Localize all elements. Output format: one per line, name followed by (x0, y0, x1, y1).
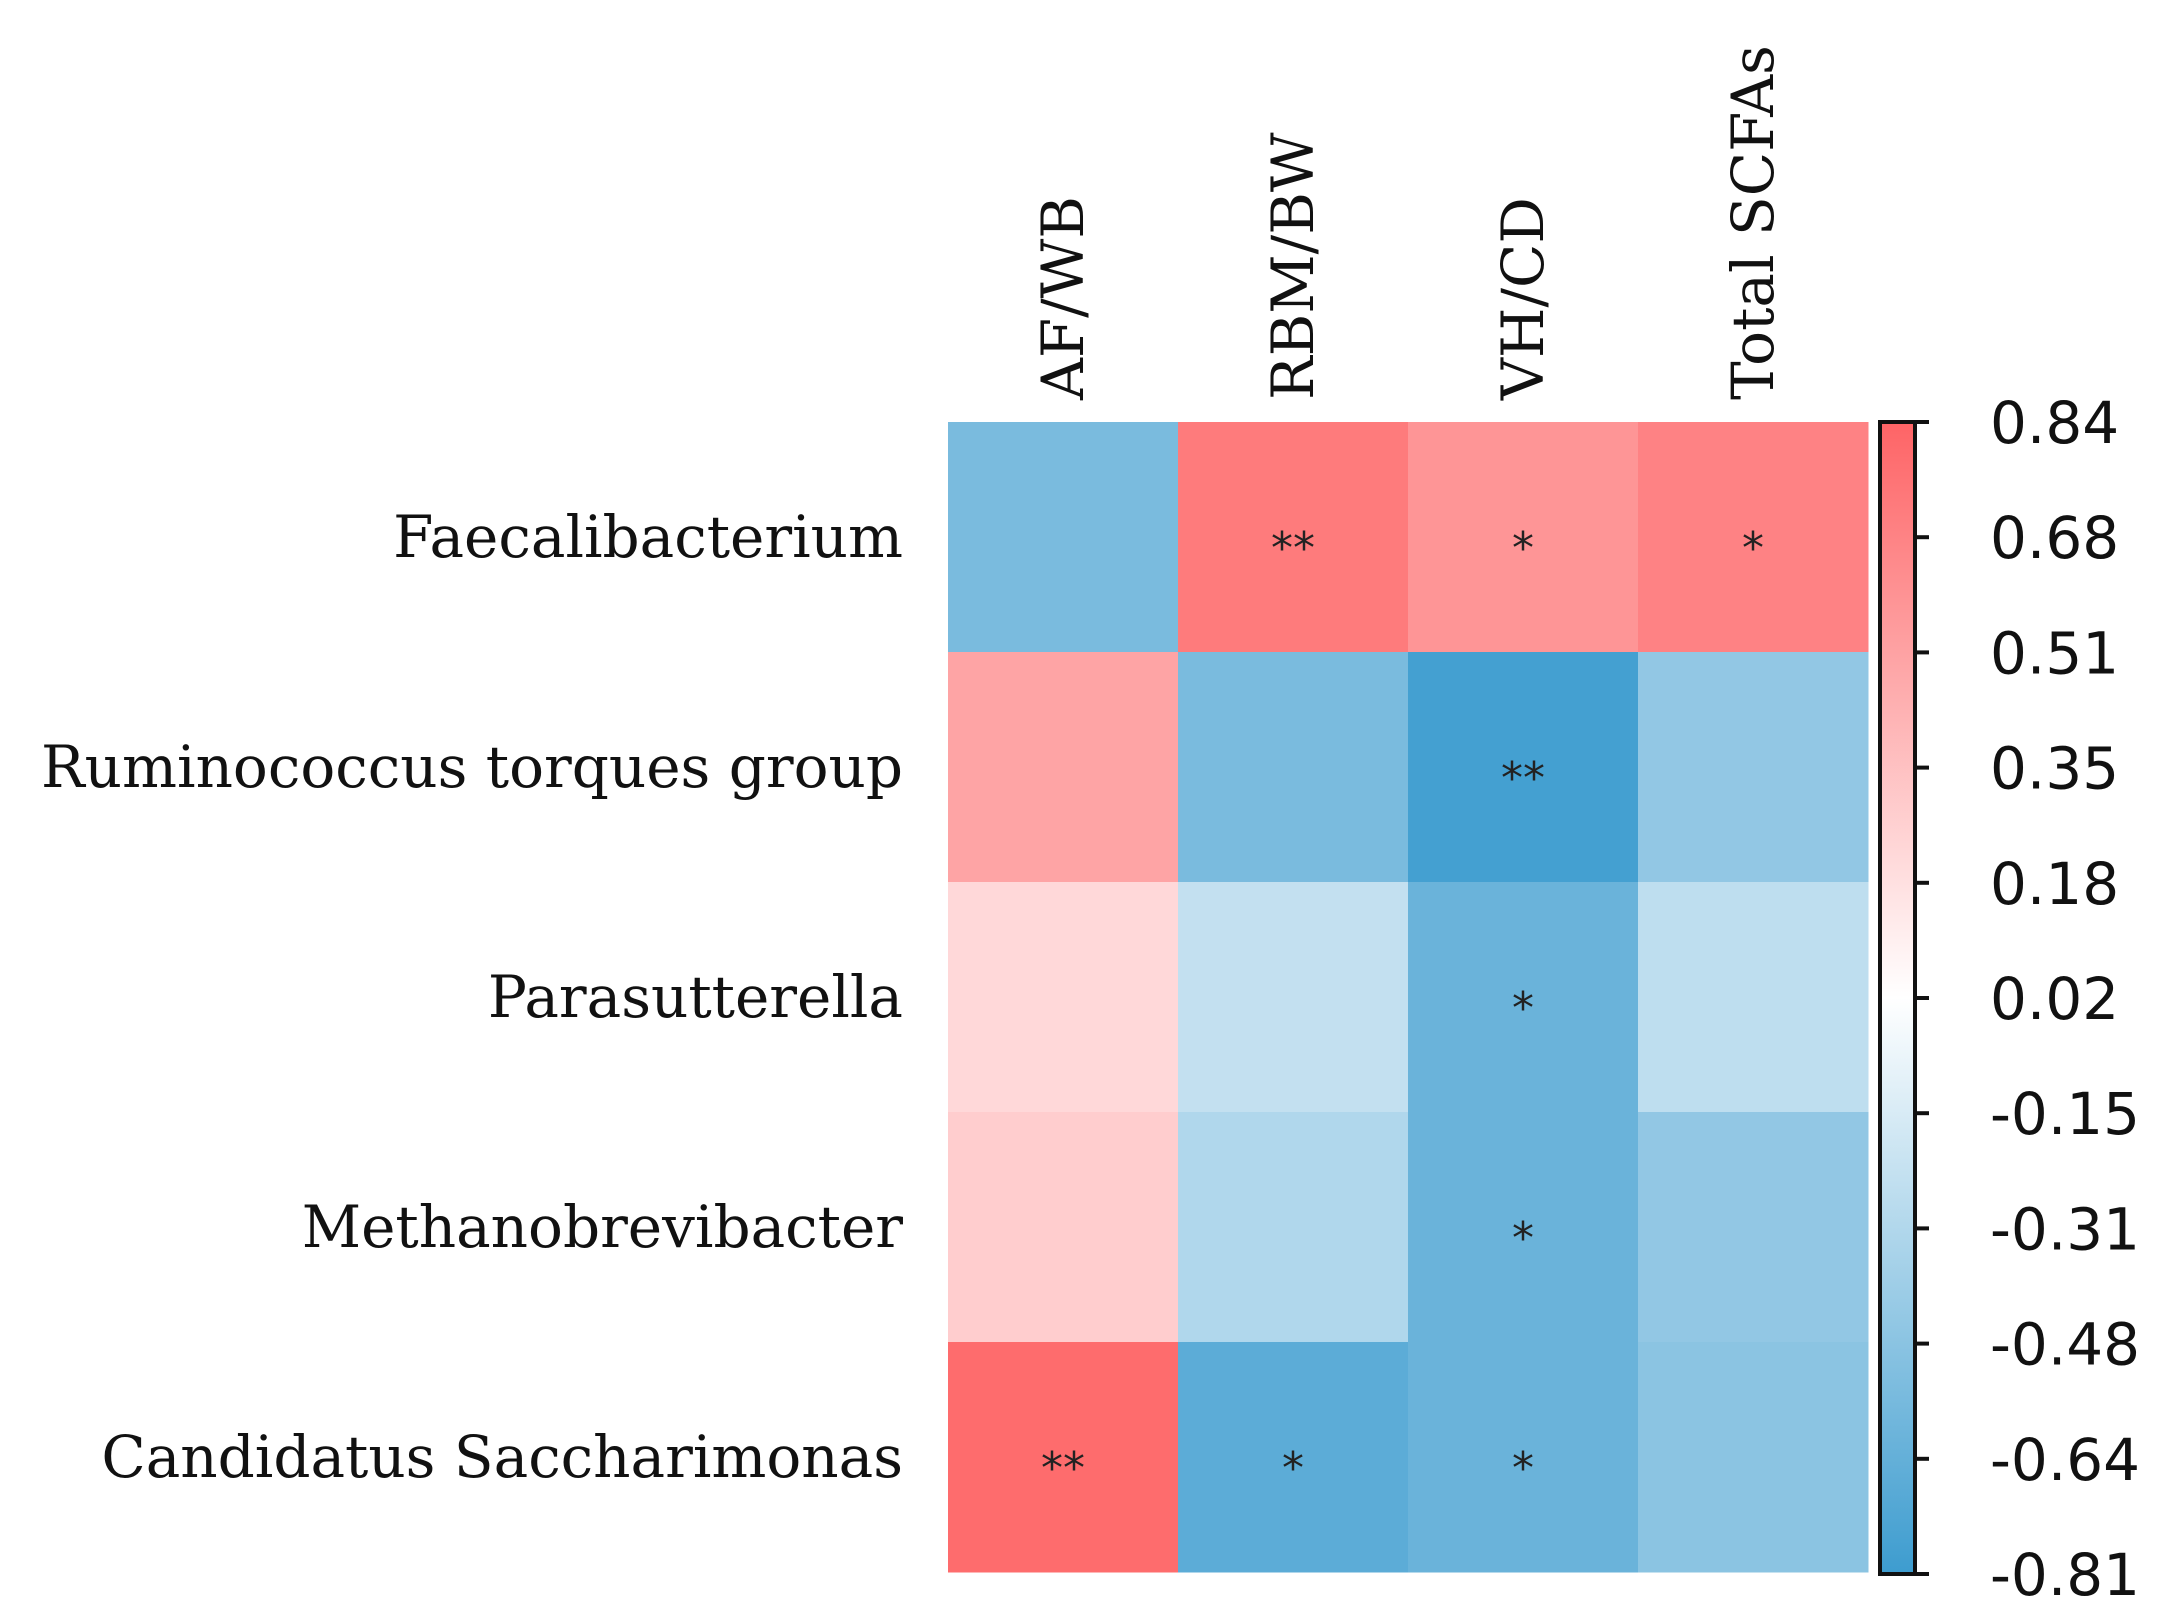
heatmap-cell (1408, 1112, 1639, 1343)
heatmap-cell (1408, 882, 1639, 1113)
colorbar-tick-label: -0.15 (1990, 1080, 2140, 1148)
row-label: Candidatus Saccharimonas (101, 1423, 903, 1491)
significance-marker: * (1512, 983, 1534, 1034)
colorbar-tick-label: -0.48 (1990, 1311, 2140, 1379)
heatmap-cell (1638, 1112, 1869, 1343)
heatmap-cell (1408, 422, 1639, 653)
row-label: Methanobrevibacter (302, 1193, 904, 1261)
significance-marker: * (1282, 1443, 1304, 1494)
row-labels: Faecalibacterium Ruminococcus torques gro… (41, 503, 903, 1491)
colorbar-tick-label: 0.84 (1990, 389, 2119, 457)
heatmap-cell (1638, 422, 1869, 653)
heatmap-cell (948, 1342, 1179, 1573)
heatmap-cell (1178, 1112, 1409, 1343)
colorbar-tick-label: 0.02 (1990, 965, 2119, 1033)
column-label: VH/CD (1489, 197, 1557, 401)
significance-marker: * (1512, 523, 1534, 574)
heatmap-cell (1408, 1342, 1639, 1573)
colorbar-tick-label: -0.81 (1990, 1541, 2140, 1609)
row-label: Faecalibacterium (393, 503, 903, 571)
heatmap-cell (1178, 422, 1409, 653)
colorbar-tick-label: 0.35 (1990, 735, 2119, 803)
heatmap-cell (1178, 652, 1409, 883)
heatmap-cell (1178, 1342, 1409, 1573)
heatmap-cell (1638, 652, 1869, 883)
heatmap-cell (1638, 882, 1869, 1113)
column-label: RBM/BW (1259, 132, 1327, 400)
heatmap-cell (1638, 1342, 1869, 1573)
colorbar-tick-label: -0.64 (1990, 1426, 2140, 1494)
colorbar: 0.84 0.68 0.51 0.35 0.18 0.02 -0.15 -0.31 -0.48 -… (1878, 389, 2140, 1609)
significance-marker: * (1512, 1443, 1534, 1494)
heatmap-cell (948, 1112, 1179, 1343)
row-label: Ruminococcus torques group (41, 733, 903, 801)
heatmap-cells (948, 422, 1869, 1573)
significance-markers: ** * ******* * * (1041, 523, 1764, 1494)
heatmap-cell (948, 652, 1179, 883)
heatmap-cell (1408, 652, 1639, 883)
heatmap-cell (948, 422, 1179, 653)
significance-marker: * (1742, 523, 1764, 574)
significance-marker: * (1512, 1213, 1534, 1264)
column-label: AF/WB (1029, 196, 1097, 401)
colorbar-tick-label: 0.68 (1990, 504, 2119, 572)
row-label: Parasutterella (488, 963, 903, 1031)
colorbar-tick-label: 0.51 (1990, 619, 2119, 687)
colorbar-tick-label: 0.18 (1990, 850, 2119, 918)
significance-marker: ** (1501, 753, 1545, 804)
colorbar-tick-label: -0.31 (1990, 1195, 2140, 1263)
colorbar-gradient (1878, 420, 1917, 1576)
column-label: Total SCFAs (1719, 45, 1787, 400)
heatmap-cell (1178, 882, 1409, 1113)
column-labels: AF/WB RBM/BW VH/CD Total SCFAs (1029, 45, 1787, 401)
significance-marker: ** (1041, 1443, 1085, 1494)
significance-marker: ** (1271, 523, 1315, 574)
heatmap-cell (948, 882, 1179, 1113)
